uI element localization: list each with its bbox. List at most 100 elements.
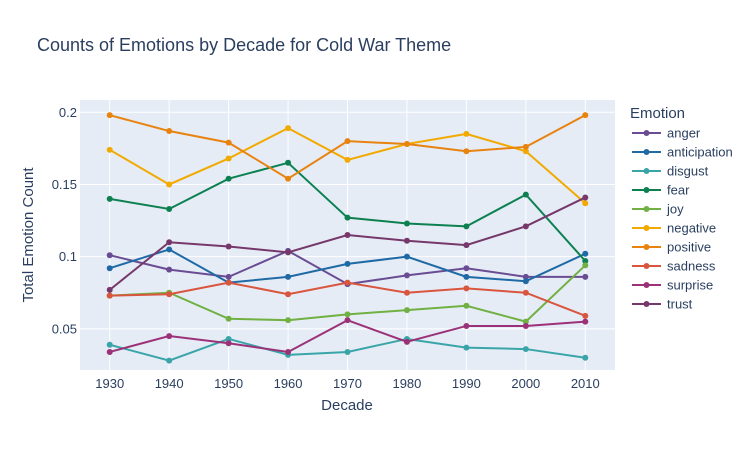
- data-point: [166, 128, 173, 135]
- data-point: [522, 289, 529, 296]
- legend-swatch-marker: [643, 168, 650, 174]
- data-point: [403, 289, 410, 296]
- data-point: [285, 317, 292, 324]
- data-point: [106, 292, 113, 299]
- legend-label: surprise: [667, 278, 713, 293]
- data-point: [225, 243, 232, 250]
- x-tick-label: 1960: [274, 376, 303, 391]
- data-point: [106, 265, 113, 272]
- y-tick-label: 0.05: [52, 321, 77, 336]
- data-point: [522, 346, 529, 353]
- legend-swatch-marker: [643, 130, 650, 136]
- y-tick-label: 0.1: [59, 249, 77, 264]
- x-tick-labels: 1930 1940 1950 1960 1970 1980 1990 2000 2010: [95, 376, 599, 391]
- data-point: [285, 249, 292, 256]
- data-point: [285, 273, 292, 280]
- x-tick-label: 2000: [511, 376, 540, 391]
- data-point: [106, 146, 113, 153]
- legend-swatch-marker: [643, 263, 650, 269]
- legend-swatch-marker: [643, 206, 650, 212]
- data-point: [166, 181, 173, 188]
- data-point: [463, 242, 470, 249]
- data-point: [285, 125, 292, 132]
- legend-title: Emotion: [630, 105, 685, 122]
- data-point: [582, 250, 589, 257]
- data-point: [166, 357, 173, 364]
- data-point: [582, 273, 589, 280]
- data-point: [582, 262, 589, 269]
- x-tick-label: 1970: [333, 376, 362, 391]
- legend-item-surprise[interactable]: surprise: [632, 278, 713, 293]
- legend-item-anticipation[interactable]: anticipation: [632, 145, 733, 160]
- data-point: [463, 302, 470, 309]
- series-surprise: [106, 317, 589, 355]
- data-point: [522, 273, 529, 280]
- series-positive: [106, 112, 589, 182]
- data-point: [463, 148, 470, 155]
- legend-item-negative[interactable]: negative: [632, 221, 716, 236]
- legend-item-sadness[interactable]: sadness: [632, 259, 716, 274]
- data-point: [344, 348, 351, 355]
- data-point: [225, 279, 232, 286]
- x-tick-label: 2010: [571, 376, 600, 391]
- legend-item-positive[interactable]: positive: [632, 240, 711, 255]
- y-tick-labels: 0.05 0.1 0.15 0.2: [52, 105, 77, 337]
- legend-swatch-marker: [643, 187, 650, 193]
- data-point: [344, 156, 351, 163]
- x-axis-title: Decade: [321, 397, 373, 414]
- legend-item-fear[interactable]: fear: [632, 183, 690, 198]
- data-point: [522, 191, 529, 198]
- data-point: [166, 239, 173, 246]
- y-axis-title: Total Emotion Count: [20, 167, 37, 303]
- legend-label: joy: [666, 202, 684, 217]
- legend-item-anger[interactable]: anger: [632, 126, 701, 141]
- legend-label: positive: [667, 240, 711, 255]
- legend-item-disgust[interactable]: disgust: [632, 164, 709, 179]
- data-point: [106, 252, 113, 259]
- data-point: [225, 315, 232, 322]
- data-point: [166, 246, 173, 253]
- data-point: [106, 286, 113, 293]
- legend-item-trust[interactable]: trust: [632, 297, 693, 312]
- data-point: [106, 195, 113, 202]
- data-point: [522, 278, 529, 285]
- data-point: [225, 155, 232, 162]
- data-point: [403, 141, 410, 148]
- data-point: [582, 112, 589, 119]
- legend-label: sadness: [667, 259, 716, 274]
- legend-label: fear: [667, 183, 690, 198]
- data-point: [463, 285, 470, 292]
- data-point: [463, 265, 470, 272]
- x-tick-label: 1930: [95, 376, 124, 391]
- legend-label: anger: [667, 126, 701, 141]
- data-point: [403, 253, 410, 260]
- legend-swatch-marker: [643, 282, 650, 288]
- series-layer: [106, 112, 589, 364]
- series-sadness: [106, 279, 589, 319]
- data-point: [582, 194, 589, 201]
- data-point: [463, 130, 470, 137]
- data-point: [582, 318, 589, 325]
- data-point: [463, 344, 470, 351]
- series-fear: [106, 159, 589, 264]
- data-point: [285, 159, 292, 166]
- x-tick-label: 1990: [452, 376, 481, 391]
- data-point: [344, 317, 351, 324]
- data-point: [285, 175, 292, 182]
- data-point: [403, 307, 410, 314]
- y-tick-label: 0.15: [52, 177, 77, 192]
- legend-swatch-marker: [643, 225, 650, 231]
- legend-swatch-marker: [643, 244, 650, 250]
- data-point: [522, 322, 529, 329]
- data-point: [166, 291, 173, 298]
- legend-swatch-marker: [643, 301, 650, 307]
- x-tick-label: 1950: [214, 376, 243, 391]
- legend-item-joy[interactable]: joy: [632, 202, 684, 217]
- data-point: [225, 139, 232, 146]
- data-point: [166, 206, 173, 213]
- data-point: [403, 272, 410, 279]
- data-point: [582, 257, 589, 264]
- data-point: [106, 112, 113, 119]
